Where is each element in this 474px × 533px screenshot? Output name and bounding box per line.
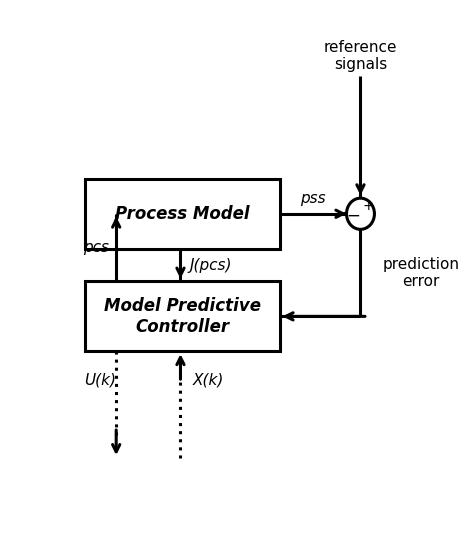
Bar: [85, 179, 280, 248]
Text: X(k): X(k): [192, 373, 224, 387]
Text: reference
signals: reference signals: [324, 40, 397, 72]
Text: J(pcs): J(pcs): [190, 257, 232, 272]
Text: U(k): U(k): [83, 373, 116, 387]
Text: +: +: [362, 199, 374, 213]
Text: pcs: pcs: [83, 240, 109, 255]
Text: prediction
error: prediction error: [383, 257, 459, 289]
Text: Model Predictive
Controller: Model Predictive Controller: [104, 297, 261, 336]
Bar: [85, 281, 280, 351]
Text: pss: pss: [300, 191, 326, 206]
Text: −: −: [346, 206, 360, 224]
Text: Process Model: Process Model: [115, 205, 250, 223]
